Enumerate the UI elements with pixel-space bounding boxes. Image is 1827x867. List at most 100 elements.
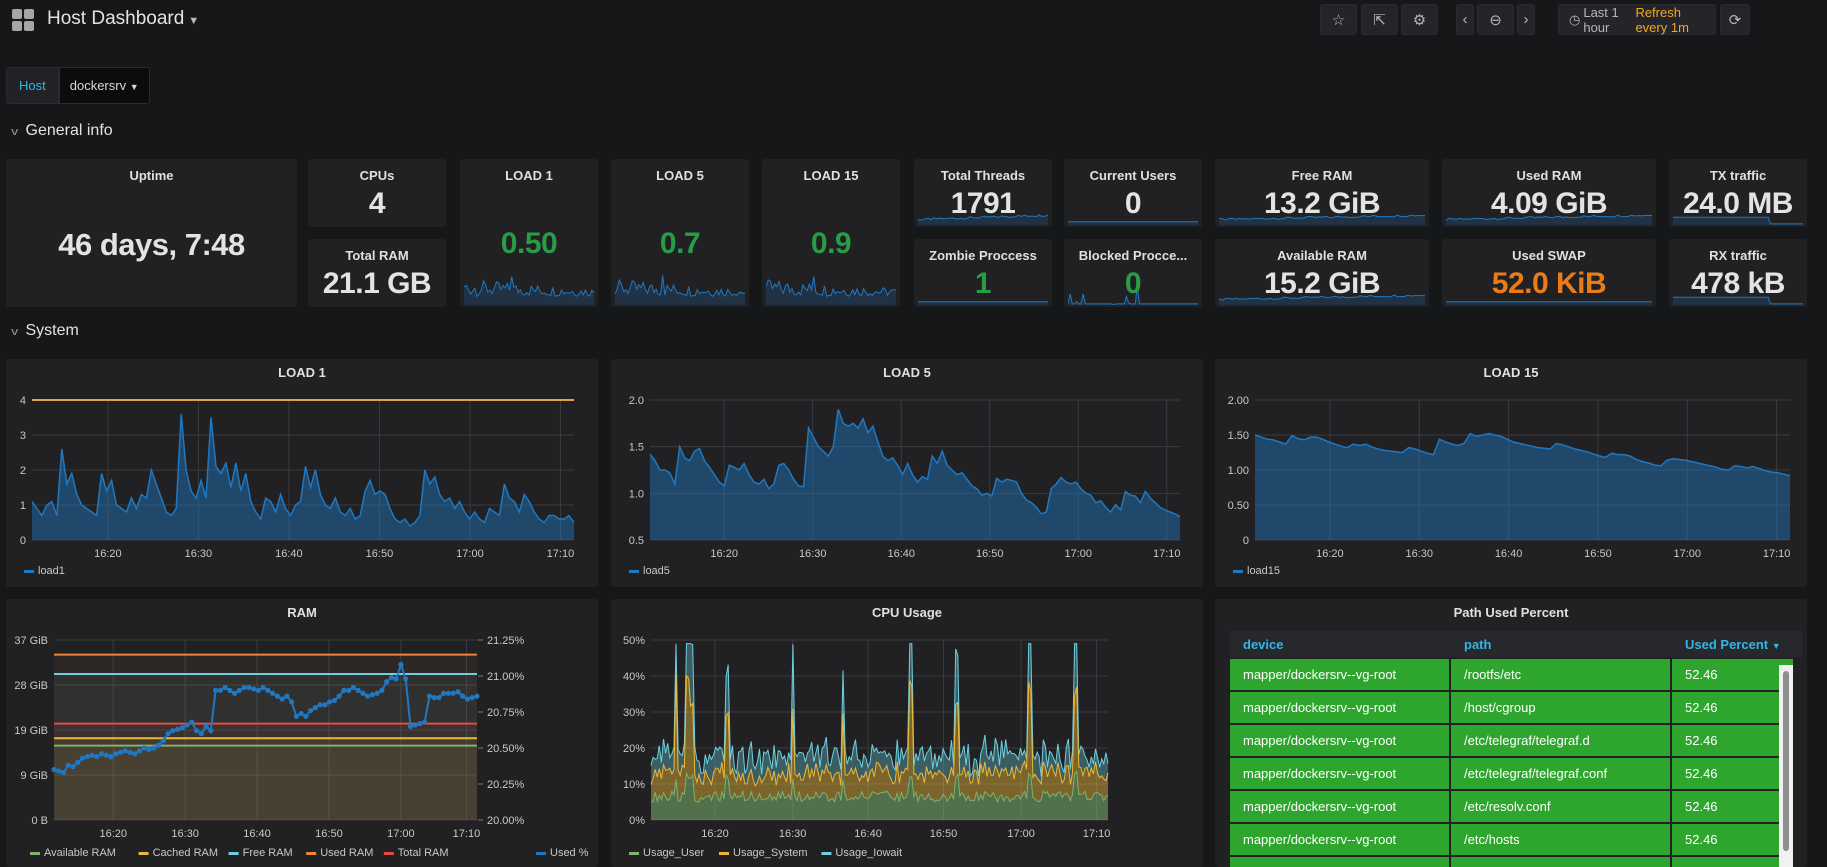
dashboard-title[interactable]: Host Dashboard ▼: [47, 8, 199, 30]
stat-panel-used-swap: Used SWAP 52.0 KiB: [1442, 239, 1656, 307]
legend-item-usage-system: Usage_System: [733, 847, 808, 859]
point-used-percent: [289, 699, 295, 705]
area-usage-system: [651, 674, 1108, 802]
stat-title: Zombie Proccess: [929, 248, 1037, 263]
point-used-percent: [365, 693, 371, 699]
stat-value: 46 days, 7:48: [58, 227, 245, 262]
point-used-percent: [308, 707, 314, 714]
time-forward-button[interactable]: ›: [1517, 4, 1535, 35]
stat-value: 4.09 GiB: [1490, 187, 1608, 220]
point-used-percent: [426, 693, 433, 699]
stat-value: 0.50: [500, 227, 558, 260]
column-header-path[interactable]: path: [1464, 636, 1492, 652]
x-tick-label: 16:20: [701, 828, 729, 840]
x-tick-label: 17:00: [1064, 548, 1092, 560]
x-tick-label: 17:00: [456, 548, 484, 560]
point-used-percent: [222, 684, 228, 691]
legend-item-load15: load15: [1247, 565, 1280, 577]
x-tick-label: 17:00: [1007, 828, 1035, 840]
table-cell-path: /host/cgroup: [1451, 692, 1670, 723]
point-used-percent: [146, 746, 152, 753]
stat-title: CPUs: [359, 168, 395, 183]
table-scrollbar[interactable]: [1779, 665, 1793, 867]
legend-swatch: [629, 852, 639, 855]
refresh-button[interactable]: ⟳: [1720, 4, 1750, 35]
x-tick-label: 16:40: [275, 548, 303, 560]
point-used-percent: [322, 702, 328, 708]
sparkline: [766, 276, 896, 305]
y-tick-label: 2.00: [1228, 395, 1249, 407]
table-cell-device: mapper/dockersrv--vg-root: [1230, 659, 1449, 690]
point-used-percent: [360, 690, 366, 696]
y2-tick-label: 21.00%: [487, 671, 525, 683]
x-tick-label: 16:50: [1584, 548, 1612, 560]
sparkline-fill: [1446, 301, 1652, 305]
x-tick-label: 16:20: [710, 548, 738, 560]
column-header-device[interactable]: device: [1243, 636, 1284, 652]
point-used-percent: [184, 722, 190, 728]
stat-title: Blocked Procce...: [1078, 248, 1188, 263]
legend-item-used-ram: Used RAM: [320, 847, 373, 859]
stat-title: Total RAM: [345, 248, 409, 263]
star-icon: ☆: [1331, 11, 1346, 29]
point-used-percent: [274, 693, 280, 699]
sparkline-fill: [1446, 215, 1652, 225]
table-cell-path: [1451, 857, 1670, 867]
legend-swatch: [821, 852, 832, 855]
area-available-ram: [54, 745, 477, 820]
point-used-percent: [65, 762, 71, 768]
sparkline-line: [1673, 216, 1803, 225]
top-bar: Host Dashboard ▼ ☆ ⇱ ⚙ ‹ ⊖ › ◷ Last 1 hour…: [0, 0, 1827, 40]
panel-load1: LOAD 1 0 1 2 3 4 16:20 16:30 16:40 16:50 17:00 17:…: [6, 359, 598, 587]
dashboards-grid-icon[interactable]: [12, 9, 34, 31]
stat-value: 1: [974, 267, 992, 300]
share-button[interactable]: ⇱: [1361, 4, 1398, 35]
column-header-used-percent[interactable]: Used Percent ▼: [1672, 637, 1793, 652]
legend-swatch: [30, 852, 40, 855]
y2-tick-label: 20.25%: [487, 779, 525, 791]
variable-dropdown[interactable]: dockersrv ▼: [58, 67, 150, 104]
y2-tick-label: 21.25%: [487, 635, 525, 647]
settings-button[interactable]: ⚙: [1401, 4, 1438, 35]
zoom-out-button[interactable]: ⊖: [1477, 4, 1514, 35]
stat-title: RX traffic: [1709, 248, 1767, 263]
point-used-percent: [398, 661, 404, 668]
x-tick-label: 17:10: [1083, 828, 1111, 840]
sparkline: [464, 276, 594, 305]
sparkline-fill: [918, 301, 1048, 305]
chevron-down-icon: v: [11, 326, 19, 338]
point-used-percent: [165, 731, 171, 737]
stat-value: 4: [368, 187, 386, 220]
area-usage-iowait: [651, 643, 1108, 786]
row-system[interactable]: v System: [11, 322, 79, 340]
star-button[interactable]: ☆: [1320, 4, 1357, 35]
legend-item-cached-ram: Cached RAM: [153, 847, 218, 859]
stat-value: 15.2 GiB: [1263, 267, 1381, 300]
scrollbar-thumb[interactable]: [1783, 671, 1789, 851]
y2-tick-label: 20.00%: [487, 815, 525, 827]
time-back-button[interactable]: ‹: [1456, 4, 1474, 35]
x-tick-label: 16:40: [243, 828, 271, 840]
x-tick-label: 16:40: [854, 828, 882, 840]
row-title: System: [25, 322, 79, 339]
panel-path-used-percent: Path Used Percent device path Used Perce…: [1215, 599, 1807, 867]
row-general-info[interactable]: v General info: [11, 122, 112, 140]
load15-chart: 0 0.50 1.00 1.50 2.00 16:20 16:30 16:40 16:50 17:…: [1228, 395, 1791, 577]
line-usage-system: [650, 673, 1109, 788]
x-tick-label: 16:20: [1316, 548, 1344, 560]
y-tick-label: 37 GiB: [14, 635, 48, 647]
legend-swatch: [629, 570, 639, 573]
point-used-percent: [113, 751, 119, 757]
time-picker[interactable]: ◷ Last 1 hour Refresh every 1m: [1558, 4, 1716, 35]
y-tick-label: 1: [20, 500, 26, 512]
point-used-percent: [379, 687, 385, 693]
x-tick-label: 16:30: [185, 548, 213, 560]
table-cell-path: /etc/telegraf/telegraf.d: [1451, 725, 1670, 756]
y-tick-label: 19 GiB: [14, 725, 48, 737]
y-tick-label: 4: [20, 395, 26, 407]
table-row: [1230, 857, 1803, 867]
y-tick-label: 30%: [623, 707, 645, 719]
load1-chart: 0 1 2 3 4 16:20 16:30 16:40 16:50 17:00 17:10 load1: [20, 395, 575, 577]
sparkline: [1219, 294, 1425, 305]
x-tick-label: 17:10: [1153, 548, 1181, 560]
